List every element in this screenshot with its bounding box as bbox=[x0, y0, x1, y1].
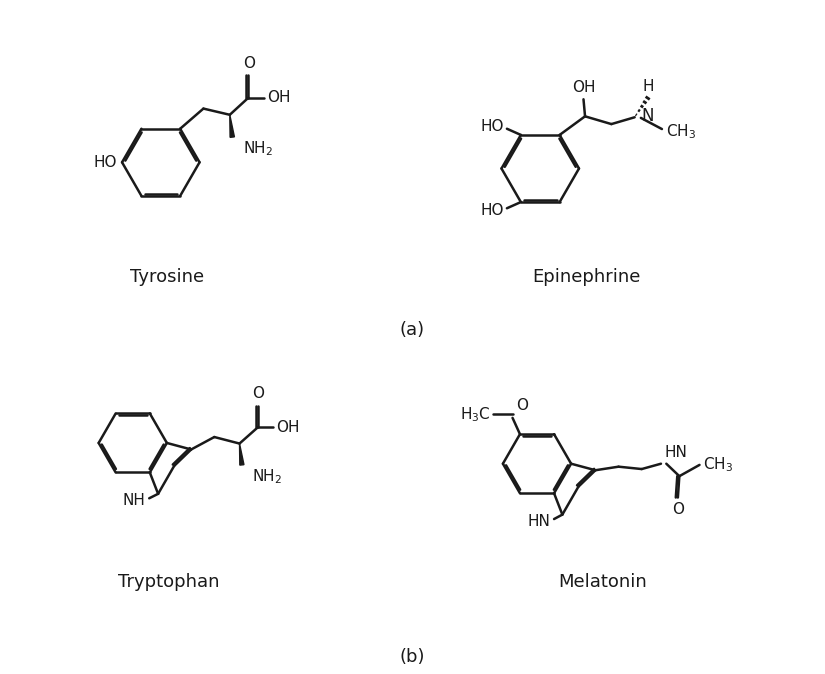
Text: NH: NH bbox=[123, 493, 146, 508]
Polygon shape bbox=[230, 115, 234, 137]
Text: CH$_3$: CH$_3$ bbox=[703, 456, 733, 474]
Text: HO: HO bbox=[480, 119, 504, 133]
Text: O: O bbox=[243, 56, 255, 71]
Text: Melatonin: Melatonin bbox=[558, 574, 647, 591]
Text: N: N bbox=[642, 106, 654, 125]
Text: H$_3$C: H$_3$C bbox=[460, 405, 490, 424]
Text: OH: OH bbox=[267, 90, 290, 105]
Text: HO: HO bbox=[94, 155, 117, 170]
Text: (a): (a) bbox=[400, 321, 425, 339]
Text: Tyrosine: Tyrosine bbox=[130, 268, 204, 286]
Text: HN: HN bbox=[528, 514, 550, 528]
Polygon shape bbox=[239, 443, 244, 465]
Text: Epinephrine: Epinephrine bbox=[533, 268, 641, 286]
Text: O: O bbox=[516, 398, 528, 413]
Text: OH: OH bbox=[572, 80, 596, 94]
Text: (b): (b) bbox=[400, 648, 425, 666]
Text: HN: HN bbox=[664, 445, 687, 460]
Text: NH$_2$: NH$_2$ bbox=[243, 140, 273, 158]
Text: NH$_2$: NH$_2$ bbox=[252, 467, 282, 486]
Text: H: H bbox=[643, 80, 654, 94]
Text: HO: HO bbox=[480, 204, 504, 218]
Text: Tryptophan: Tryptophan bbox=[118, 574, 219, 591]
Text: CH$_3$: CH$_3$ bbox=[666, 122, 695, 141]
Text: O: O bbox=[252, 386, 265, 402]
Text: O: O bbox=[672, 502, 684, 517]
Text: OH: OH bbox=[276, 420, 299, 435]
